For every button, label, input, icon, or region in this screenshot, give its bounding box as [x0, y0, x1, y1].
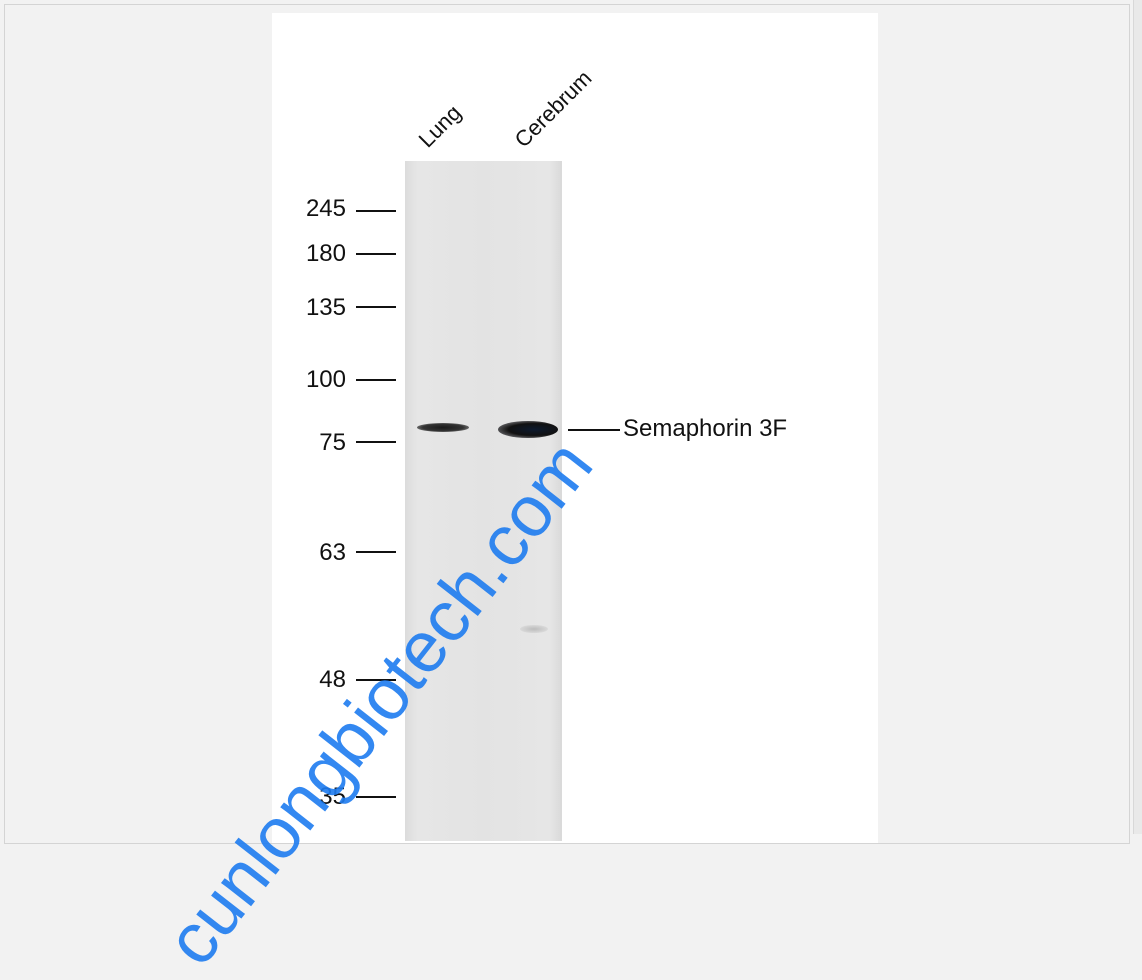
vertical-scrollbar[interactable] [1133, 0, 1142, 834]
marker-label: 63 [319, 539, 346, 566]
marker-tick [356, 551, 396, 553]
marker-label: 135 [305, 294, 346, 321]
target-pointer-line [568, 429, 620, 431]
western-blot-figure: Lung Cerebrum 245 180 135 100 75 63 48 3… [272, 13, 878, 843]
marker-tick [356, 306, 396, 308]
marker-label: 245 [305, 195, 346, 222]
marker-label: 180 [305, 240, 346, 267]
target-protein-label: Semaphorin 3F [623, 415, 788, 442]
marker-tick [356, 379, 396, 381]
marker-label: 35 [319, 783, 346, 810]
lane-label-cerebrum: Cerebrum [509, 65, 597, 153]
lane-label-lung: Lung [413, 100, 466, 153]
marker-tick [356, 210, 396, 212]
marker-label: 100 [305, 366, 346, 393]
marker-tick [356, 253, 396, 255]
band-lung [417, 423, 469, 432]
marker-tick [356, 679, 396, 681]
blot-membrane [405, 161, 562, 841]
marker-tick [356, 796, 396, 798]
marker-label: 48 [319, 666, 346, 693]
band-cerebrum-faint [520, 625, 548, 633]
band-cerebrum [498, 421, 558, 438]
marker-label: 75 [319, 429, 346, 456]
marker-tick [356, 441, 396, 443]
